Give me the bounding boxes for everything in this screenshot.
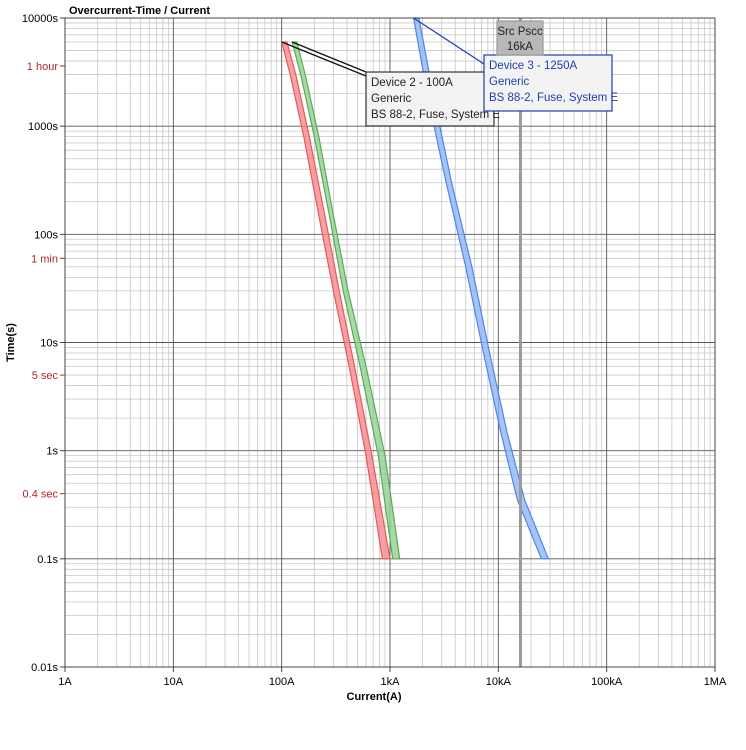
label-line: 16kA [507,41,534,53]
device-3-label: Device 3 - 1250A Generic BS 88-2, Fuse, Sy… [413,17,618,112]
y-tick-label: 100s [34,229,58,241]
tick-labels: 1A 10A 100A 1kA 10kA 100kA 1MA 0.01s 0.1s 1s 10s 10… [22,13,727,688]
label-box [496,20,544,56]
x-tick-label: 1MA [704,676,727,688]
y-special-tick-label: 1 hour [27,61,59,73]
x-tick-label: 1kA [381,676,401,688]
x-axis-label: Current(A) [347,691,402,703]
label-line: Generic [489,76,530,88]
y-tick-label: 0.1s [37,554,58,566]
series-band-2 [291,41,401,560]
label-line: Generic [371,93,412,105]
annotation-labels: Device 2 - 100A Generic BS 88-2, Fuse, Sys… [281,17,618,127]
label-leader-line [291,41,367,73]
x-tick-label: 10A [164,676,184,688]
y-tick-label: 1s [46,446,58,458]
y-tick-label: 10s [40,338,58,350]
y-tick-label: 1000s [28,121,58,133]
label-box [365,71,495,127]
series-band-1 [281,41,391,560]
label-box [483,54,613,112]
y-special-tick-label: 1 min [31,253,58,265]
y-tick-label: 10000s [22,13,59,25]
label-leader-line [281,41,367,77]
device-2-label: Device 2 - 100A Generic BS 88-2, Fuse, Sys… [281,41,500,127]
y-special-tick-label: 5 sec [32,370,59,382]
label-line: Device 2 - 100A [371,77,453,89]
x-tick-label: 1A [58,676,72,688]
chart-title: Overcurrent-Time / Current [69,5,210,17]
x-tick-label: 100A [269,676,295,688]
label-line: Src Pscc [497,26,543,38]
label-line: BS 88-2, Fuse, System E [371,109,500,121]
x-tick-label: 10kA [486,676,512,688]
label-leader-line [413,17,485,65]
label-line: BS 88-2, Fuse, System E [489,92,618,104]
x-tick-label: 100kA [591,676,623,688]
y-axis-label: Time(s) [5,323,17,362]
y-special-tick-label: 0.4 sec [23,489,59,501]
source-pscc-label: Src Pscc 16kA [496,20,544,56]
label-line: Device 3 - 1250A [489,60,578,72]
y-tick-label: 0.01s [31,662,58,674]
